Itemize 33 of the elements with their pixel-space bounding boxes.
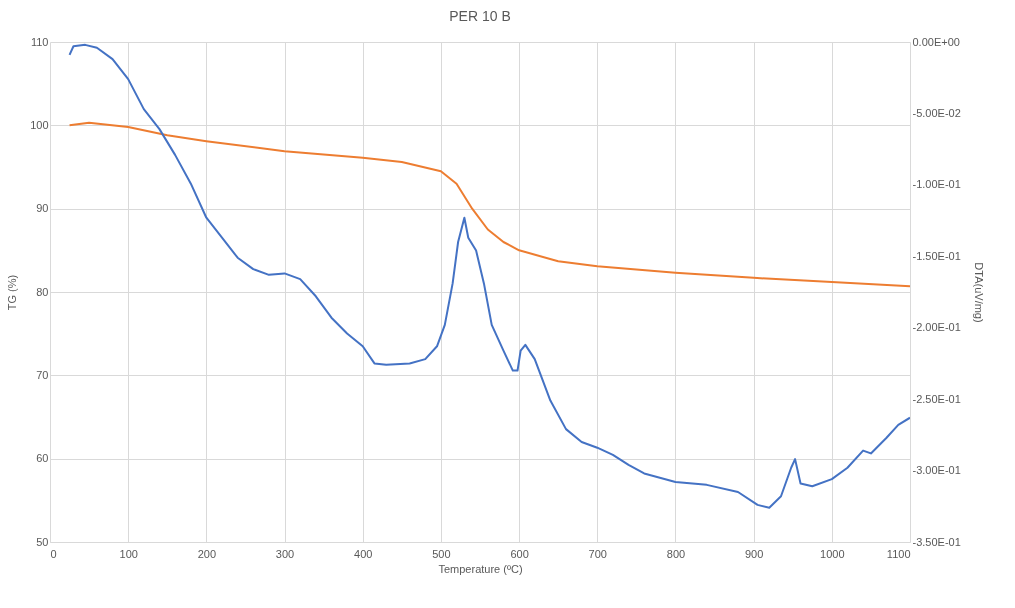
- x-tick-label: 600: [510, 547, 529, 560]
- x-tick-label: 800: [666, 547, 686, 560]
- x-tick-label: 100: [119, 547, 138, 560]
- y2-tick-label: -2.00E-01: [912, 321, 961, 334]
- y-tick-label: 50: [36, 535, 49, 548]
- y2-tick-label: -3.00E-01: [912, 464, 961, 477]
- x-tick-label: 0: [50, 547, 57, 560]
- y2-tick-label: -2.50E-01: [912, 392, 961, 405]
- y2-tick-label: -3.50E-01: [912, 535, 961, 548]
- y2-tick-label: -5.00E-02: [912, 106, 961, 119]
- line-series: [68, 121, 910, 288]
- x-tick-label: 500: [432, 547, 451, 560]
- x-tick-label: 400: [354, 547, 373, 560]
- y2-axis-title: DTA(uV/mg): [972, 262, 985, 323]
- y-tick-label: 90: [36, 202, 49, 215]
- y-tick-label: 80: [36, 285, 49, 298]
- y-axis-title: TG (%): [6, 274, 19, 311]
- y-tick-label: 70: [36, 368, 49, 381]
- x-tick-label: 1000: [820, 547, 845, 560]
- x-tick-label: 300: [275, 547, 295, 560]
- chart-title: PER 10 B: [449, 8, 511, 24]
- y2-tick-label: 0.00E+00: [912, 35, 960, 48]
- x-tick-label: 700: [588, 547, 607, 560]
- x-tick-label: 1100: [886, 547, 911, 560]
- x-axis-title: Temperature (ºC): [438, 562, 523, 575]
- x-tick-label: 900: [744, 547, 764, 560]
- y2-tick-label: -1.50E-01: [912, 249, 961, 262]
- y-tick-label: 60: [36, 452, 49, 465]
- line-series: [68, 43, 910, 509]
- y-tick-label: 100: [30, 118, 49, 131]
- y-tick-label: 110: [30, 35, 49, 48]
- x-tick-label: 200: [197, 547, 217, 560]
- y2-tick-label: -1.00E-01: [912, 178, 961, 191]
